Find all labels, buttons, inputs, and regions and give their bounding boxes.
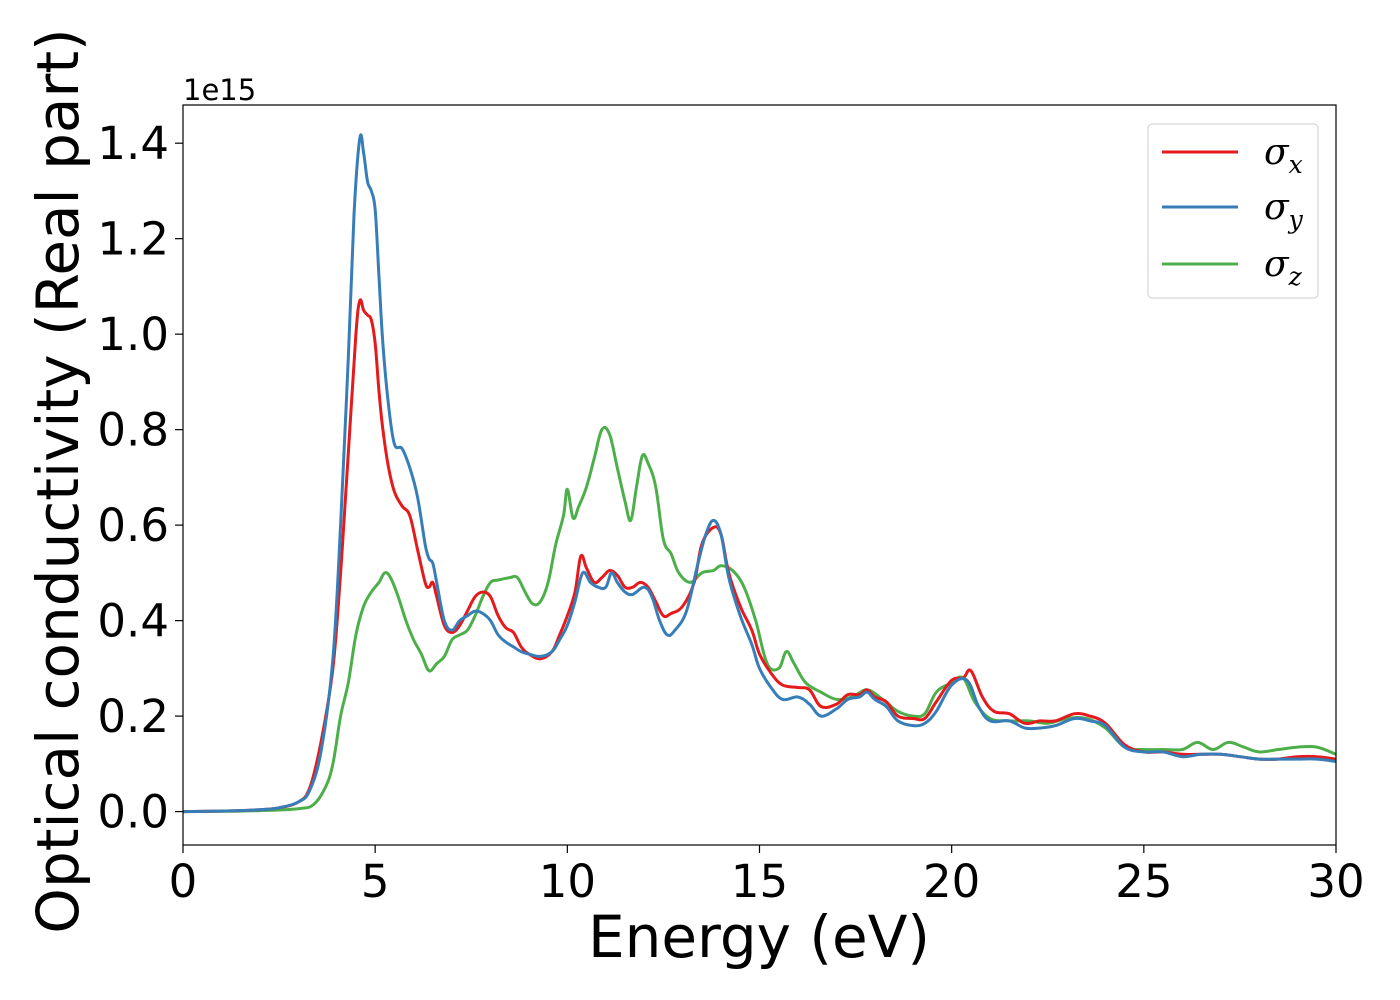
- x-axis-label: Energy (eV): [588, 903, 930, 971]
- y-tick-label: 0.4: [97, 595, 169, 648]
- y-axis-label: Optical conductivity (Real part): [24, 28, 92, 933]
- x-tick-label: 25: [1115, 855, 1172, 908]
- legend-entry-x: σx: [1162, 132, 1303, 179]
- legend-box: [1147, 123, 1319, 299]
- y-tick-label: 1.2: [97, 213, 169, 266]
- series-line-x: [183, 298, 1336, 814]
- ticks-layer: 0 5 10 15 20 25 30 0.0 0.2 0.4 0.6 0.8 1.0 1.2 1.4: [97, 117, 1364, 908]
- x-tick-label: 0: [169, 855, 198, 908]
- y-tick-label: 0.6: [97, 499, 169, 552]
- legend-label-z: σz: [1264, 244, 1303, 291]
- legend-label-y: σy: [1264, 187, 1304, 234]
- x-tick-label: 5: [361, 855, 390, 908]
- y-tick-label: 1.4: [97, 117, 169, 170]
- legend-label-x: σx: [1264, 132, 1303, 179]
- series-line-z: [183, 425, 1336, 814]
- y-tick-label: 0.8: [97, 404, 169, 457]
- legend-entry-y: σy: [1162, 187, 1304, 234]
- x-tick-label: 10: [539, 855, 596, 908]
- x-tick-label: 30: [1307, 855, 1364, 908]
- y-tick-label: 0.0: [97, 786, 169, 839]
- y-tick-label: 0.2: [97, 690, 169, 743]
- legend-entry-z: σz: [1162, 244, 1303, 291]
- y-offset-label: 1e15: [183, 73, 256, 107]
- x-tick-label: 20: [923, 855, 980, 908]
- series-layer: [183, 133, 1336, 814]
- x-tick-label: 15: [731, 855, 788, 908]
- series-line-y: [183, 133, 1336, 814]
- legend: σx σy σz: [1147, 123, 1319, 299]
- y-tick-label: 1.0: [97, 308, 169, 361]
